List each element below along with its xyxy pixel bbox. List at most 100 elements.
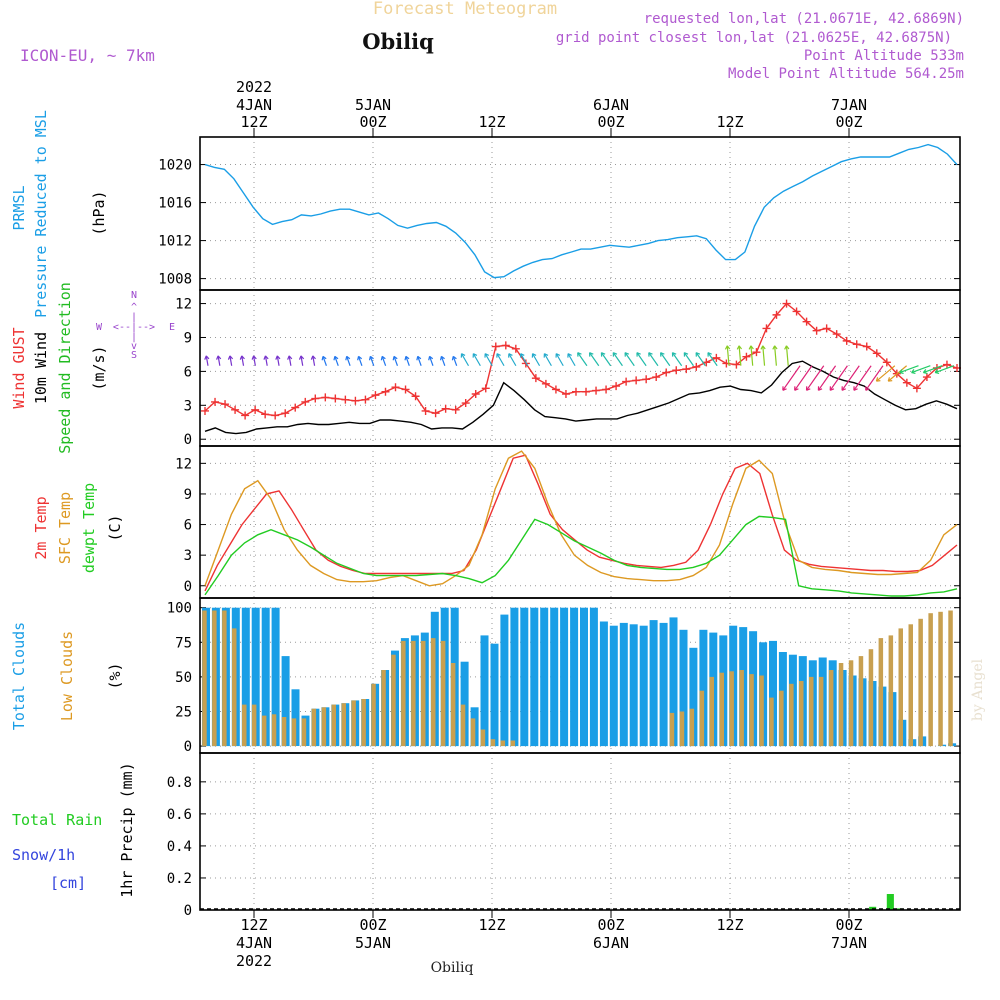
wind-direction-arrow — [762, 345, 766, 366]
bottom-year-label: 2022 — [236, 952, 272, 970]
precip-ytick-label: 0.4 — [167, 839, 192, 855]
clouds-low_clouds-bar — [341, 703, 346, 747]
model-altitude: Model Point Altitude 564.25m — [728, 66, 964, 82]
wind-direction-arrowhead — [392, 355, 398, 361]
pressure-ytick-label: 1016 — [158, 196, 192, 212]
clouds-ytick-label: 75 — [175, 635, 192, 651]
gust-marker — [431, 409, 440, 418]
sfc-label: SFC Temp — [56, 492, 74, 564]
wind-direction-arrow — [543, 353, 552, 367]
top-year-label: 2022 — [236, 78, 272, 96]
temperature-ytick-label: 9 — [184, 487, 192, 503]
temperature-ytick-label: 6 — [184, 518, 192, 534]
wind-direction-arrow — [496, 353, 505, 367]
grid-point-coords: grid point closest lon,lat (21.0625E, 42… — [556, 30, 952, 46]
wind-direction-arrow — [312, 355, 316, 366]
clouds-low_clouds-bar — [242, 704, 247, 747]
clouds-low_clouds-bar — [828, 670, 834, 747]
wind-direction-arrowhead — [543, 353, 549, 358]
clouds-low_clouds-bar — [351, 700, 356, 747]
wind-direction-arrow — [532, 353, 541, 367]
gust-marker — [882, 358, 891, 367]
gust-marker — [201, 406, 209, 415]
point-altitude: Point Altitude 533m — [804, 48, 964, 64]
clouds-total_clouds-bar — [490, 643, 499, 747]
gust-marker — [802, 317, 811, 326]
gust-marker — [221, 400, 230, 409]
gust-marker — [782, 299, 791, 308]
top-hour-label: 00Z — [359, 113, 386, 131]
wind-direction-arrow — [829, 365, 848, 391]
precip-unit: 1hr Precip (mm) — [118, 762, 136, 897]
model-label: ICON-EU, ~ 7km — [20, 46, 155, 65]
top-hour-label: 00Z — [597, 113, 624, 131]
compass-east: E — [169, 322, 175, 333]
pressure-label-1: PRMSL — [10, 185, 28, 230]
clouds-low_clouds-bar — [480, 729, 486, 747]
clouds-ytick-label: 25 — [175, 704, 192, 720]
wind-direction-arrow — [636, 352, 647, 367]
gust-marker — [762, 324, 771, 333]
clouds-total_clouds-bar — [251, 607, 260, 747]
clouds-low_clouds-bar — [212, 610, 217, 747]
gust-marker — [852, 340, 861, 349]
clouds-low_clouds-bar — [809, 676, 814, 747]
dewpt-label: dewpt Temp — [80, 483, 98, 573]
clouds-low_clouds-bar — [381, 670, 386, 747]
wind-direction-arrow — [750, 345, 754, 366]
wind-ytick-label: 3 — [184, 398, 192, 414]
pressure-unit: (hPa) — [90, 190, 108, 235]
top-hour-label: 12Z — [716, 113, 743, 131]
clouds-low_clouds-bar — [321, 707, 327, 747]
bottom-day-label: 7JAN — [831, 934, 867, 952]
gust-marker — [471, 390, 480, 398]
wind-direction-arrowhead — [428, 355, 434, 361]
wind-direction-arrow — [484, 353, 493, 367]
total-clouds-label: Total Clouds — [10, 622, 28, 730]
bottom-hour-label: 00Z — [359, 916, 386, 934]
gust-marker — [902, 378, 911, 387]
wind-direction-arrow — [322, 356, 327, 366]
wind-direction-arrowhead — [439, 355, 445, 361]
wind-ytick-label: 9 — [184, 330, 192, 346]
clouds-total_clouds-bar — [520, 607, 529, 747]
clouds-total_clouds-bar — [639, 625, 648, 747]
wind-direction-arrowhead — [934, 369, 940, 375]
pressure-panel: 1008 1012 1016 1020 — [158, 136, 961, 291]
clouds-unit: (%) — [106, 662, 124, 689]
panels: 1008101210161020036912036912025507510000… — [158, 136, 961, 919]
gust-marker — [561, 390, 570, 398]
clouds-total_clouds-bar — [580, 607, 588, 747]
temperature-panel: 0 3 6 9 12 — [175, 445, 961, 599]
wind-direction-arrow — [452, 356, 458, 366]
wind-direction-arrow — [381, 356, 387, 366]
wind-direction-arrow — [288, 355, 292, 366]
wind-direction-arrow — [369, 356, 375, 366]
gust-marker — [441, 404, 450, 413]
clouds-total_clouds-bar — [281, 656, 290, 747]
precip-frame — [199, 752, 961, 911]
gust-marker — [531, 374, 540, 383]
gust-label: Wind GUST — [10, 327, 28, 408]
clouds-low_clouds-bar — [769, 697, 774, 746]
clouds-total_clouds-bar — [570, 607, 579, 747]
clouds-total_clouds-bar — [629, 624, 638, 747]
clouds-low_clouds-bar — [759, 675, 764, 747]
gust-marker — [682, 365, 691, 374]
pressure-pressure-line — [204, 143, 958, 279]
clouds-low_clouds-bar — [928, 613, 933, 747]
top-hour-label: 12Z — [478, 113, 505, 131]
bottom-day-label: 4JAN — [236, 934, 272, 952]
requested-coords: requested lon,lat (21.0671E, 42.6869N) — [644, 11, 964, 27]
clouds-total_clouds-bar — [589, 607, 598, 747]
clouds-ytick-label: 0 — [184, 739, 192, 755]
wind-dir-label: Speed and Direction — [56, 282, 74, 454]
wind-direction-arrow — [334, 356, 339, 366]
clouds-total_clouds-bar — [540, 607, 549, 747]
wind-direction-arrow — [577, 352, 588, 367]
clouds-total_clouds-bar — [649, 620, 658, 746]
clouds-low_clouds-bar — [500, 740, 506, 746]
wind-direction-arrow — [612, 352, 623, 367]
